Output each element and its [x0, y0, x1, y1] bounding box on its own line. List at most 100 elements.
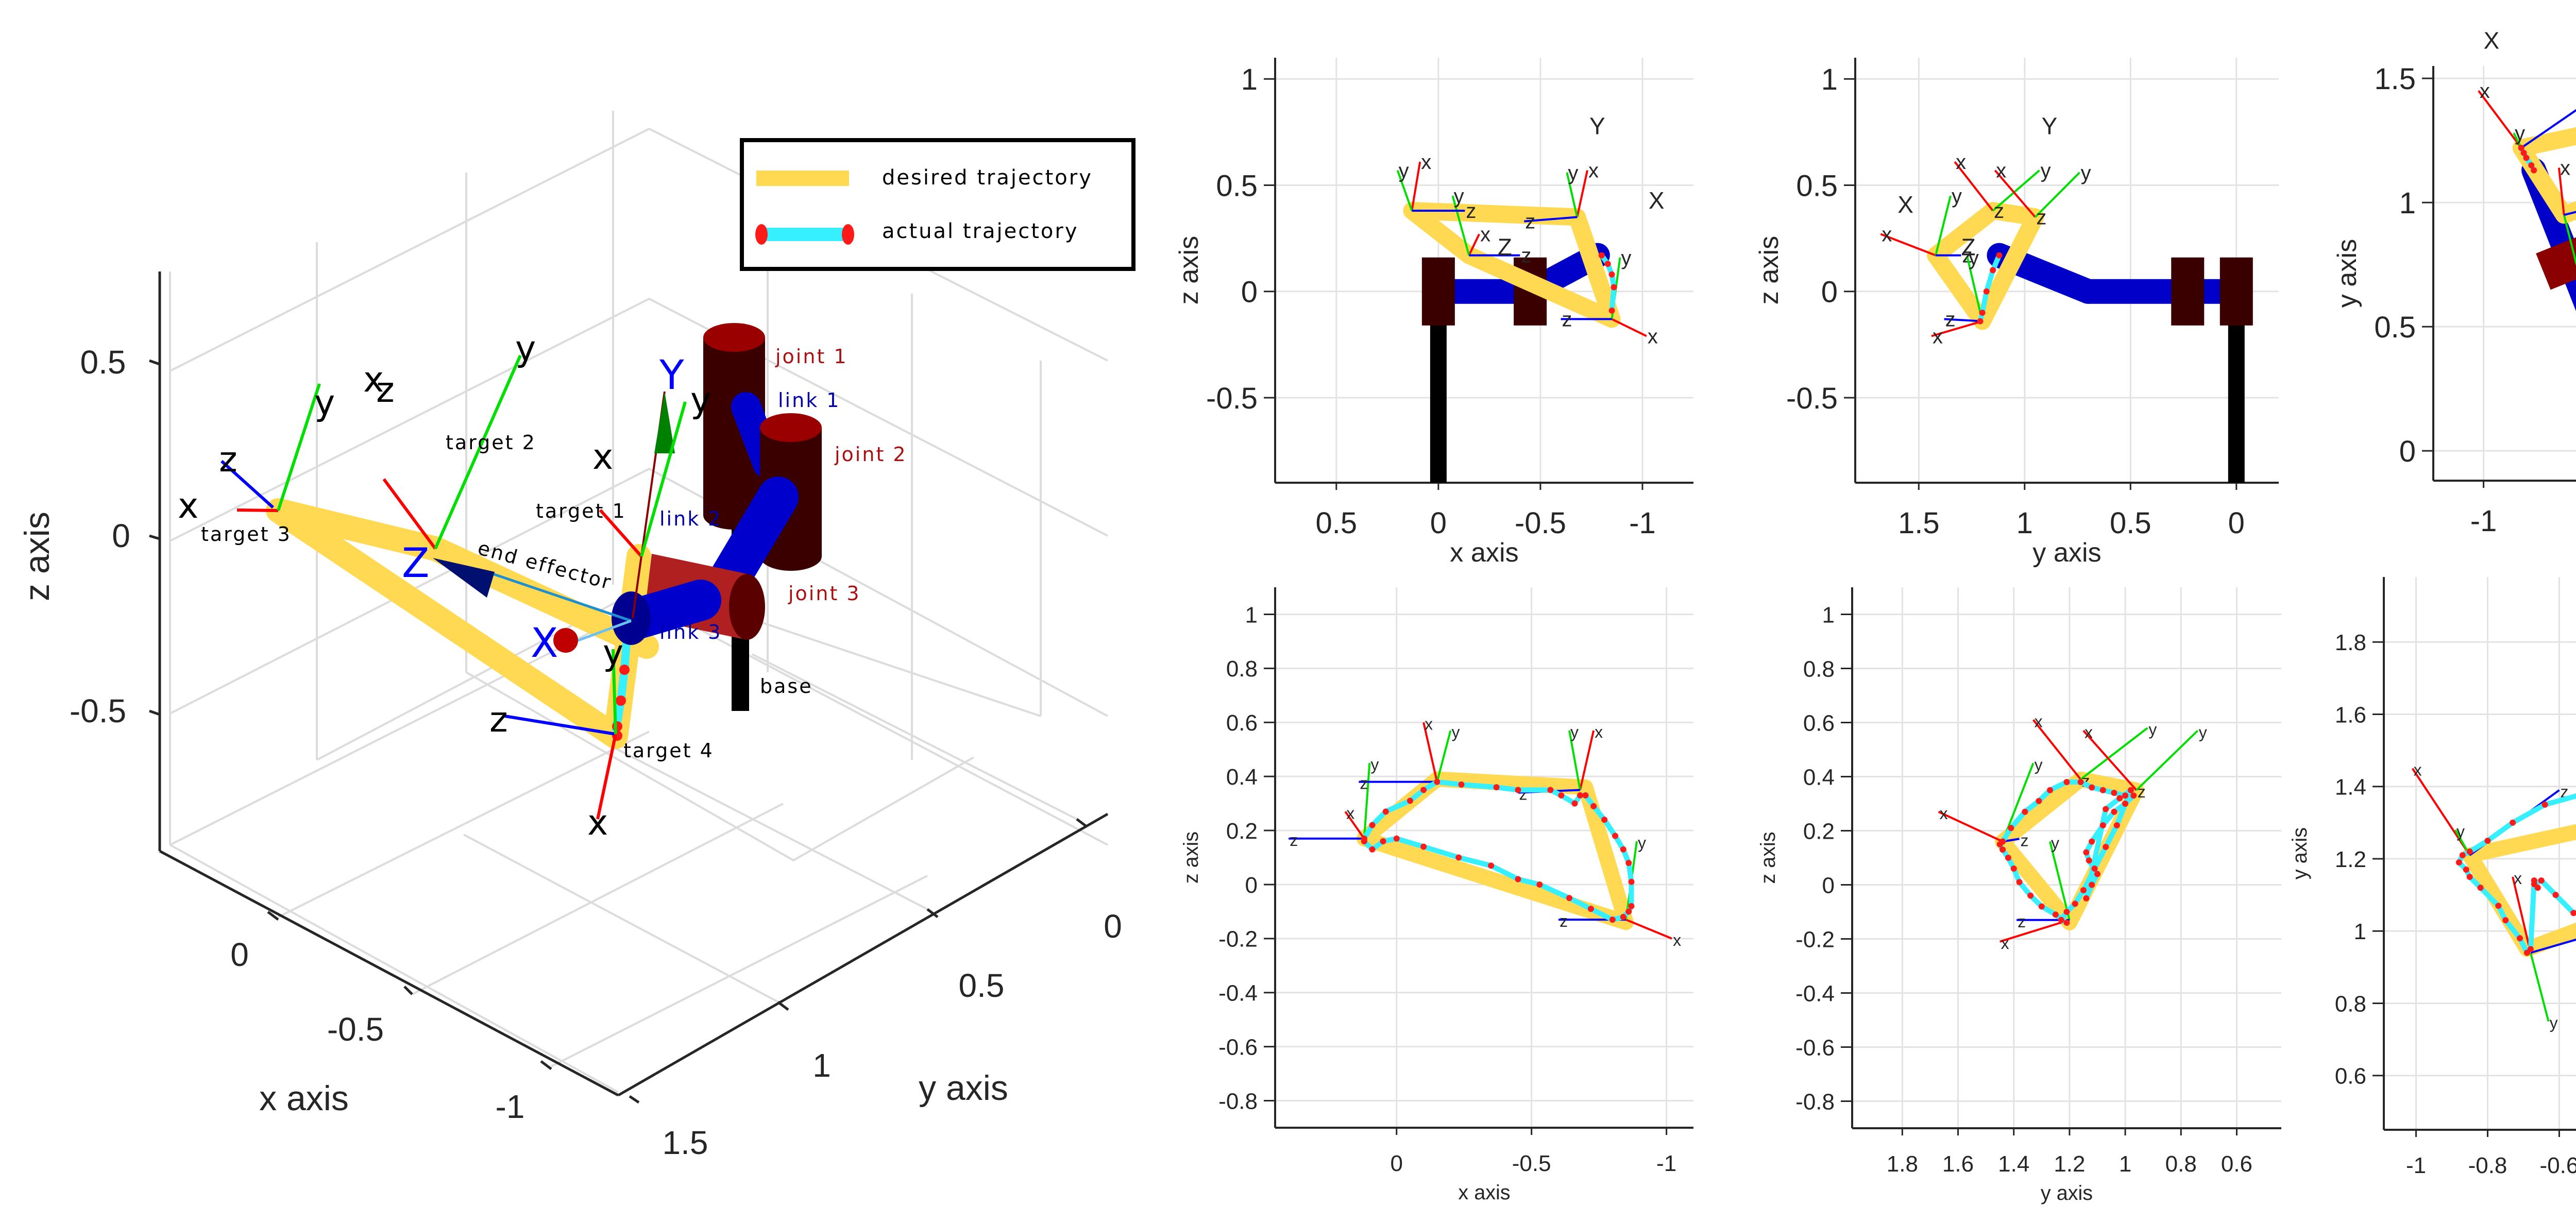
actual-marker [2495, 903, 2502, 909]
frame-label-z: z [2138, 783, 2146, 801]
frame-label-z: z [1945, 308, 1956, 331]
y-tick-label: 1 [1241, 63, 1258, 96]
actual-marker [2103, 806, 2109, 812]
actual-marker [1488, 862, 1495, 869]
actual-marker [2116, 795, 2123, 802]
y-tick-label: 0.5 [1216, 169, 1258, 202]
actual-marker [1612, 833, 1619, 839]
x-tick-label: -0.6 [2540, 1153, 2576, 1178]
y-tick-label: 1 [2399, 186, 2416, 220]
x-axis-label: x axis [1458, 1181, 1510, 1204]
frame-label-y: y [2456, 822, 2465, 841]
frame-axis-x [1880, 233, 1936, 257]
z-tick-label: 0.5 [80, 344, 126, 381]
link-3 [612, 580, 721, 645]
frame-label: y [603, 633, 623, 673]
frame-label-x: x [1595, 723, 1603, 741]
frame-axis-x [1625, 919, 1672, 940]
frame-label-x: x [2084, 723, 2093, 741]
plot-xy-bottom: -1-0.8-0.6-0.4-0.200.20.41.81.61.41.210.… [2289, 577, 2576, 1178]
frame-label-x: x [1648, 325, 1658, 348]
frame-axis-y [1966, 257, 1984, 321]
y-tick-label: 0 [1104, 908, 1122, 945]
frame-axis-x [2557, 167, 2565, 215]
link-2-label: link 2 [659, 507, 722, 530]
actual-marker [1393, 835, 1400, 842]
frame-axis-y [2563, 214, 2576, 265]
actual-marker [1625, 908, 1632, 915]
actual-marker [1420, 787, 1427, 793]
frame-label-z: z [1994, 200, 2004, 223]
frame-label-z: z [1360, 774, 1368, 793]
frame-axis-y [1396, 169, 1413, 211]
actual-marker [2122, 801, 2129, 807]
frame-label-x: x [2414, 761, 2422, 779]
frame-axis-x [1344, 811, 1365, 839]
actual-marker [2538, 877, 2545, 884]
frame-axis-z [1944, 318, 1982, 323]
target-1-label: target 1 [536, 500, 626, 522]
actual-marker [2552, 892, 2559, 898]
actual-marker [2022, 808, 2028, 815]
actual-marker [2063, 920, 2070, 926]
frame-axis-x [2478, 90, 2522, 149]
frame-axis-x [1931, 320, 1983, 337]
frame-axis-y [1992, 169, 2040, 212]
plot-xz-bottom: 0 -0.5 -1 1 0.8 0.6 0.4 0.2 0 -0.2 -0.4 -0.6 -0.8 x a… [1180, 587, 1693, 1204]
y-tick-label: 0.5 [2374, 311, 2416, 344]
actual-marker [1601, 817, 1608, 823]
ee-axis-label-y: Y [2042, 113, 2058, 140]
actual-marker [2534, 885, 2541, 891]
actual-marker [2523, 155, 2530, 161]
x-tick-label: 0 [2228, 506, 2245, 540]
y-tick-label: 1.4 [2335, 775, 2366, 800]
frame-label-z: z [2018, 912, 2026, 931]
x-tick-label: 1.4 [1998, 1151, 2029, 1177]
frame-label-y: y [1952, 185, 1962, 208]
joint-3-label: joint 3 [788, 582, 861, 605]
y-tick-label: 0 [2399, 435, 2416, 468]
frame-axis-x [1422, 722, 1438, 783]
frame-label-z: z [2036, 206, 2046, 229]
y-tick-label: 1.5 [663, 1124, 708, 1161]
frame-axis-y [2034, 172, 2081, 218]
grid-3d [169, 111, 1108, 1093]
frame-label-z: z [1525, 211, 1535, 233]
y-axis-label: y axis [2289, 827, 2311, 879]
frame-label-y: y [1969, 247, 1979, 269]
x-tick-label: 0.6 [2221, 1151, 2252, 1177]
actual-marker [1369, 822, 1376, 828]
x-tick-label: 1.6 [1942, 1151, 1974, 1177]
x-tick-label: 1 [2119, 1151, 2131, 1177]
frame-axis-y [1568, 730, 1581, 790]
x-axis-label: y axis [2032, 538, 2101, 568]
actual-marker [2047, 787, 2054, 793]
actual-marker [2094, 871, 2100, 877]
frame-axis-x [1576, 170, 1588, 217]
actual-marker [2063, 909, 2070, 915]
x-tick-label: -0.5 [1515, 506, 1566, 540]
frame-label-x: x [1480, 223, 1490, 246]
actual-marker [2541, 801, 2548, 808]
joint-1 [703, 323, 765, 530]
actual-marker [1983, 288, 1990, 295]
frame-axis-x [1579, 730, 1595, 790]
x-tick-label: 1 [2016, 506, 2033, 540]
x-axis-label: y axis [2041, 1182, 2093, 1204]
frame-label-y: y [2515, 122, 2525, 145]
x-tick-label: -0.5 [1512, 1151, 1551, 1176]
actual-marker [1625, 859, 1632, 866]
y-tick-label: 0.8 [2335, 991, 2366, 1016]
frame-label: y [690, 380, 711, 421]
ee-z-label: Z [402, 540, 429, 587]
frame-label-x: x [1346, 804, 1354, 822]
y-tick-label: 0.2 [1226, 819, 1258, 844]
frame-label-x: x [2001, 934, 2009, 953]
robot-joint [2219, 257, 2253, 326]
actual-marker [2099, 822, 2106, 828]
ee-axis-label-z: Z [1498, 234, 1512, 261]
actual-marker [2083, 849, 2090, 856]
ee-axis-label-z: Z [1961, 234, 1976, 261]
y-tick-label: 0 [1241, 276, 1258, 309]
